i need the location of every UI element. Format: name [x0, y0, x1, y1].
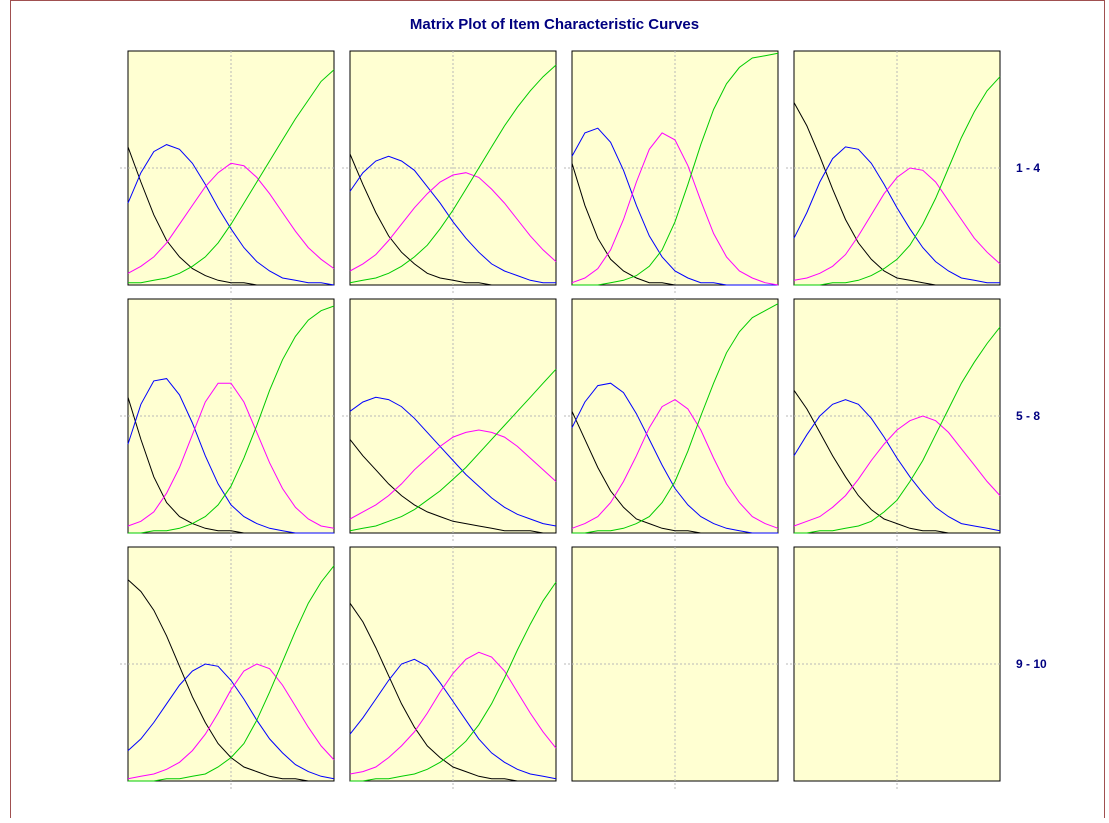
icc-curve-item-7-cat-3 — [571, 399, 779, 529]
icc-curve-item-10-cat-3 — [349, 651, 557, 775]
icc-curve-item-2-cat-4 — [349, 64, 557, 284]
icc-curve-item-10-cat-2 — [349, 658, 557, 780]
icc-curve-item-5-cat-2 — [127, 378, 334, 534]
icc-curve-item-8-cat-1 — [793, 390, 1000, 534]
icc-curve-item-7-cat-2 — [571, 382, 778, 534]
window-frame — [10, 0, 1105, 818]
icc-curve-item-4-cat-4 — [794, 76, 1001, 286]
icc-curve-item-10-cat-4 — [350, 581, 557, 782]
panel-empty-2-3 — [786, 546, 1001, 789]
icc-curve-item-4-cat-2 — [793, 146, 1000, 284]
row-label-1: 1 - 4 — [1016, 161, 1040, 175]
icc-curve-item-3-cat-2 — [571, 127, 778, 286]
row-label-2: 5 - 8 — [1016, 409, 1040, 423]
icc-curve-item-5-cat-3 — [127, 382, 335, 529]
icc-curve-item-2-cat-3 — [349, 172, 557, 272]
panel-item-3 — [564, 50, 779, 293]
panel-item-5 — [120, 298, 335, 541]
panel-empty-2-2 — [564, 546, 779, 789]
icc-curve-item-1-cat-3 — [127, 162, 335, 274]
icc-curve-item-3-cat-4 — [572, 52, 779, 286]
chart-title: Matrix Plot of Item Characteristic Curve… — [409, 16, 700, 33]
icc-curve-item-2-cat-1 — [349, 153, 556, 286]
icc-curve-item-1-cat-2 — [127, 144, 335, 286]
row-label-3: 9 - 10 — [1016, 657, 1047, 671]
icc-curve-item-1-cat-4 — [128, 69, 335, 284]
icc-curve-item-6-cat-4 — [349, 368, 557, 532]
icc-curve-item-9-cat-2 — [127, 663, 335, 780]
panel-item-9 — [120, 546, 335, 789]
panel-item-2 — [342, 50, 557, 293]
panel-item-10 — [342, 546, 557, 789]
icc-curve-item-6-cat-3 — [349, 429, 557, 520]
panel-item-7 — [564, 298, 779, 541]
icc-curve-item-5-cat-4 — [128, 305, 335, 534]
icc-curve-item-10-cat-1 — [349, 602, 556, 782]
panel-item-8 — [786, 298, 1001, 541]
icc-curve-item-4-cat-1 — [793, 102, 1000, 286]
icc-curve-item-8-cat-2 — [793, 399, 1001, 532]
icc-curve-item-7-cat-1 — [571, 411, 778, 534]
icc-curve-item-6-cat-1 — [349, 439, 556, 534]
icc-curve-item-3-cat-3 — [571, 132, 779, 286]
icc-curve-item-7-cat-4 — [572, 303, 779, 534]
icc-curve-item-8-cat-4 — [794, 326, 1001, 534]
icc-curve-item-6-cat-2 — [349, 396, 557, 527]
icc-curve-item-2-cat-2 — [349, 155, 556, 284]
panel-item-4 — [786, 50, 1001, 293]
icc-curve-item-9-cat-3 — [127, 663, 335, 780]
panel-item-1 — [120, 50, 335, 293]
panel-item-6 — [342, 298, 557, 541]
icc-curve-item-9-cat-4 — [128, 565, 335, 782]
icc-curve-item-8-cat-3 — [793, 415, 1001, 527]
icc-curve-item-4-cat-3 — [793, 167, 1001, 281]
icc-curve-item-1-cat-1 — [127, 146, 334, 286]
